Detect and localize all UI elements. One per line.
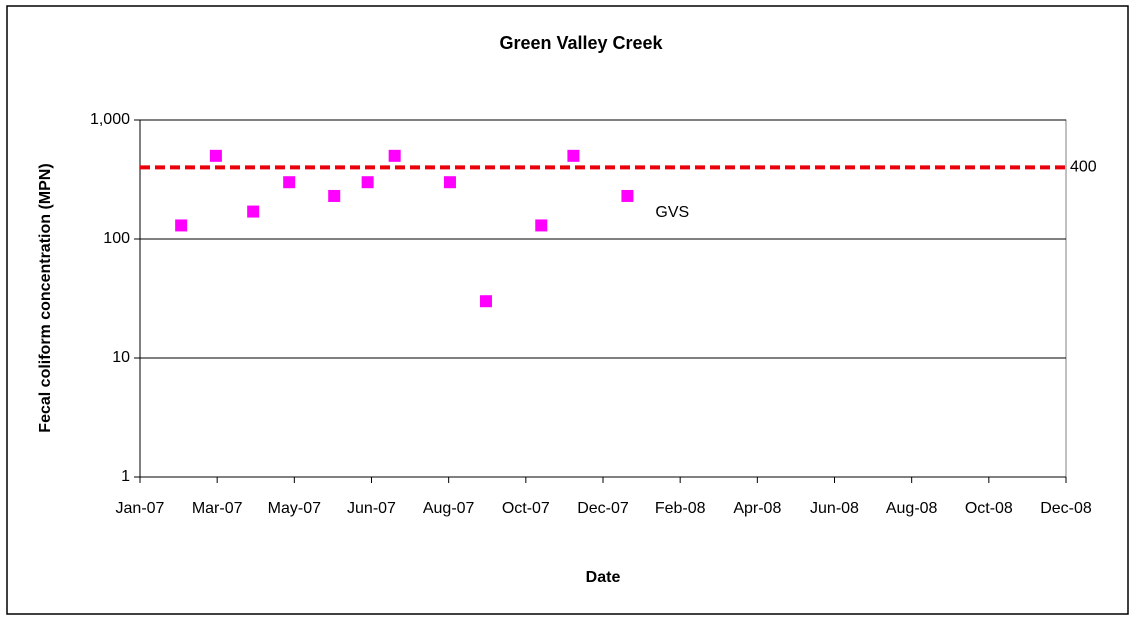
point: [443, 176, 456, 189]
threshold-label: 400: [1070, 159, 1097, 176]
y-tick-label: 1,000: [90, 111, 130, 128]
point: [479, 295, 492, 308]
x-tick-label: Oct-07: [502, 500, 550, 517]
y-tick-label: 1: [121, 468, 130, 485]
x-tick-label: Dec-08: [1040, 500, 1092, 517]
point: [361, 176, 374, 189]
point: [535, 219, 548, 232]
point: [388, 149, 401, 162]
x-tick-label: Feb-08: [655, 500, 706, 517]
series-label: GVS: [655, 204, 689, 221]
chart-title: Green Valley Creek: [499, 33, 663, 53]
x-tick-label: Jan-07: [116, 500, 165, 517]
point: [621, 189, 634, 202]
point: [247, 205, 260, 218]
x-axis-title: Date: [586, 569, 621, 586]
x-tick-label: Jun-08: [810, 500, 859, 517]
x-tick-label: Jun-07: [347, 500, 396, 517]
y-tick-label: 100: [103, 230, 130, 247]
y-axis-title: Fecal coliform concentration (MPN): [37, 163, 54, 432]
point: [283, 176, 296, 189]
x-tick-label: Oct-08: [965, 500, 1013, 517]
plot-area: [139, 119, 1067, 478]
x-tick-label: May-07: [268, 500, 321, 517]
point: [175, 219, 188, 232]
point: [209, 149, 222, 162]
x-tick-label: Dec-07: [577, 500, 629, 517]
point: [328, 189, 341, 202]
x-tick-label: Aug-08: [886, 500, 938, 517]
x-tick-label: Aug-07: [423, 500, 475, 517]
y-tick-label: 10: [112, 349, 130, 366]
x-tick-label: Apr-08: [733, 500, 781, 517]
x-tick-label: Mar-07: [192, 500, 243, 517]
point: [567, 149, 580, 162]
